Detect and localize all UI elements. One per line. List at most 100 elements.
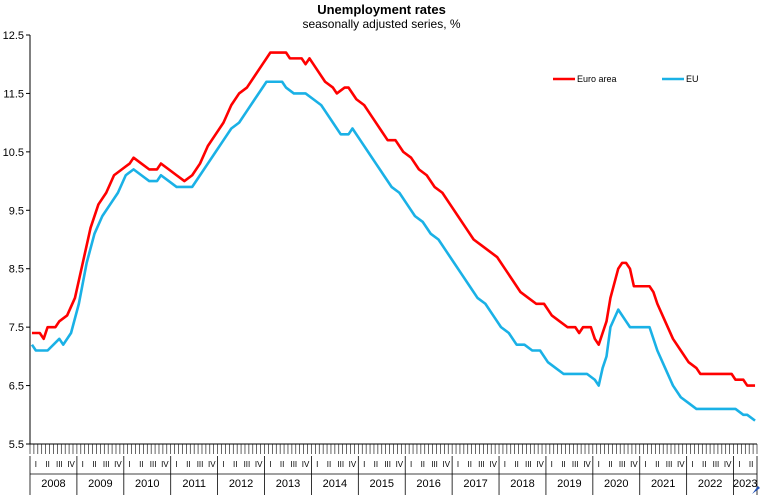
data-point-eu [332, 122, 334, 124]
chart-subtitle: seasonally adjusted series, % [302, 17, 461, 31]
x-year-label: 2016 [416, 478, 440, 490]
x-quarter-label: II [655, 460, 659, 469]
data-point-eu [656, 350, 658, 352]
data-point-eu [570, 373, 572, 375]
x-quarter-label: III [478, 460, 485, 469]
data-point-eu [70, 332, 72, 334]
x-quarter-label: II [421, 460, 425, 469]
data-point-eu [731, 408, 733, 410]
x-quarter-label: I [129, 460, 131, 469]
data-point-eu [531, 350, 533, 352]
data-point-euro-area [699, 373, 701, 375]
data-point-euro-area [426, 174, 428, 176]
data-point-eu [664, 367, 666, 369]
data-point-eu [735, 408, 737, 410]
data-point-eu [680, 396, 682, 398]
x-year-label: 2008 [41, 478, 65, 490]
data-point-eu [430, 233, 432, 235]
x-quarter-label: IV [302, 460, 310, 469]
data-point-euro-area [512, 280, 514, 282]
x-year-label: 2023 [733, 478, 757, 490]
data-point-euro-area [371, 116, 373, 118]
x-quarter-label: II [45, 460, 49, 469]
data-point-euro-area [527, 297, 529, 299]
x-quarter-label: II [186, 460, 190, 469]
data-point-eu [492, 315, 494, 317]
data-point-eu [359, 139, 361, 141]
data-point-euro-area [312, 63, 314, 65]
data-point-eu [312, 98, 314, 100]
data-point-euro-area [567, 326, 569, 328]
data-point-eu [516, 344, 518, 346]
data-point-eu [477, 297, 479, 299]
x-quarter-label: II [327, 460, 331, 469]
data-point-eu [281, 81, 283, 83]
data-point-euro-area [633, 285, 635, 287]
data-point-eu [469, 285, 471, 287]
data-point-euro-area [90, 227, 92, 229]
data-point-eu [215, 151, 217, 153]
data-point-euro-area [355, 98, 357, 100]
x-quarter-label: IV [630, 460, 638, 469]
data-point-eu [367, 151, 369, 153]
legend-label: Euro area [577, 74, 617, 84]
x-quarter-label: III [103, 460, 110, 469]
data-point-euro-area [191, 174, 193, 176]
x-quarter-label: II [233, 460, 237, 469]
data-point-euro-area [113, 174, 115, 176]
x-year-label: 2011 [182, 478, 206, 490]
x-quarter-label: I [504, 460, 506, 469]
x-quarter-label: I [457, 460, 459, 469]
data-point-euro-area [496, 256, 498, 258]
data-point-euro-area [344, 87, 346, 89]
data-point-eu [598, 385, 600, 387]
x-quarter-label: I [82, 460, 84, 469]
data-point-eu [238, 122, 240, 124]
data-point-euro-area [598, 344, 600, 346]
x-quarter-label: III [290, 460, 297, 469]
data-point-eu [617, 309, 619, 311]
data-point-euro-area [664, 320, 666, 322]
data-point-eu [578, 373, 580, 375]
data-point-euro-area [289, 57, 291, 59]
data-point-eu [391, 186, 393, 188]
data-point-euro-area [262, 63, 264, 65]
data-point-euro-area [707, 373, 709, 375]
data-point-euro-area [653, 291, 655, 293]
x-quarter-label: III [56, 460, 63, 469]
data-point-eu [375, 163, 377, 165]
data-point-eu [62, 344, 64, 346]
data-point-euro-area [559, 320, 561, 322]
data-point-eu [148, 180, 150, 182]
data-point-eu [78, 303, 80, 305]
x-quarter-label: IV [349, 460, 357, 469]
x-quarter-label: III [384, 460, 391, 469]
y-tick-label: 6.5 [9, 381, 24, 393]
data-point-euro-area [696, 367, 698, 369]
x-quarter-label: III [244, 460, 251, 469]
data-point-euro-area [488, 250, 490, 252]
data-point-eu [262, 87, 264, 89]
x-quarter-label: I [551, 460, 553, 469]
data-point-eu [31, 344, 33, 346]
x-quarter-label: I [175, 460, 177, 469]
data-point-euro-area [387, 139, 389, 141]
data-point-eu [453, 262, 455, 264]
data-point-eu [246, 110, 248, 112]
data-point-euro-area [238, 93, 240, 95]
x-quarter-label: IV [677, 460, 685, 469]
data-point-eu [109, 204, 111, 206]
data-point-euro-area [55, 326, 57, 328]
data-point-eu [35, 350, 37, 352]
data-point-euro-area [535, 303, 537, 305]
data-point-euro-area [610, 297, 612, 299]
x-year-label: 2022 [698, 478, 722, 490]
x-quarter-label: I [644, 460, 646, 469]
data-point-euro-area [266, 57, 268, 59]
data-point-eu [539, 350, 541, 352]
data-point-euro-area [269, 52, 271, 54]
data-point-eu [445, 250, 447, 252]
data-point-euro-area [98, 204, 100, 206]
x-quarter-label: IV [583, 460, 591, 469]
